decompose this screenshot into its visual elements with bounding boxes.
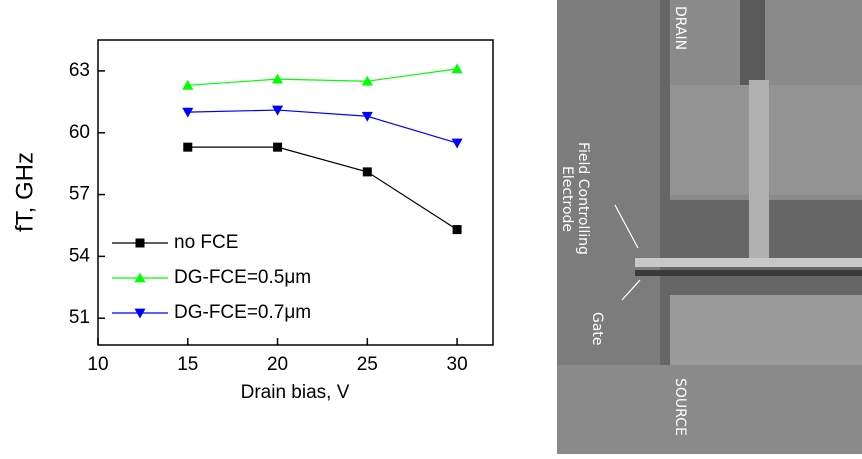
x-tick-label: 20 <box>267 354 288 375</box>
legend-label: DG-FCE=0.5μm <box>174 267 311 288</box>
marker <box>361 111 373 122</box>
legend-marker <box>135 238 145 248</box>
series-line <box>187 68 458 86</box>
fce-pointer <box>614 204 639 249</box>
y-axis-label: fT, GHz <box>11 152 38 232</box>
y-tick-label: 54 <box>69 245 91 266</box>
marker <box>362 167 372 177</box>
marker <box>182 107 194 118</box>
drain-label: DRAIN <box>672 6 688 50</box>
legend-label: DG-FCE=0.7μm <box>174 302 311 323</box>
legend-marker <box>134 272 146 283</box>
y-tick-label: 60 <box>69 122 90 143</box>
fce-label: Electrode <box>559 166 575 232</box>
fce-line <box>635 258 862 267</box>
marker <box>452 225 462 235</box>
marker <box>451 138 463 149</box>
source-region <box>557 365 862 454</box>
y-tick-label: 57 <box>69 184 90 205</box>
marker <box>183 142 193 152</box>
micrograph: DRAIN Field Controlling Electrode Gate S… <box>557 0 862 454</box>
series-line <box>187 109 458 144</box>
source-pad <box>670 295 862 365</box>
gate-label: Gate <box>589 312 605 346</box>
x-tick-label: 15 <box>177 354 198 375</box>
plot-frame <box>97 39 494 346</box>
y-tick-label: 63 <box>69 60 90 81</box>
x-tick-label: 30 <box>447 354 468 375</box>
y-tick-label: 51 <box>69 307 90 328</box>
marker <box>272 105 284 116</box>
gate-pointer <box>621 279 641 301</box>
fce-label: Field Controlling <box>575 142 591 255</box>
legend-marker <box>134 308 146 319</box>
legend-label: no FCE <box>174 232 238 253</box>
series-line <box>187 146 458 231</box>
x-tick-label: 10 <box>87 354 108 375</box>
marker <box>182 79 194 90</box>
gate-line <box>635 270 862 276</box>
x-axis-label: Drain bias, V <box>241 382 350 403</box>
marker <box>273 142 283 152</box>
marker <box>451 63 463 74</box>
marker <box>272 73 284 84</box>
source-label: SOURCE <box>672 378 688 436</box>
x-tick-label: 25 <box>357 354 378 375</box>
marker <box>361 75 373 86</box>
drain-gap <box>740 0 765 85</box>
fce-connector <box>749 80 769 260</box>
